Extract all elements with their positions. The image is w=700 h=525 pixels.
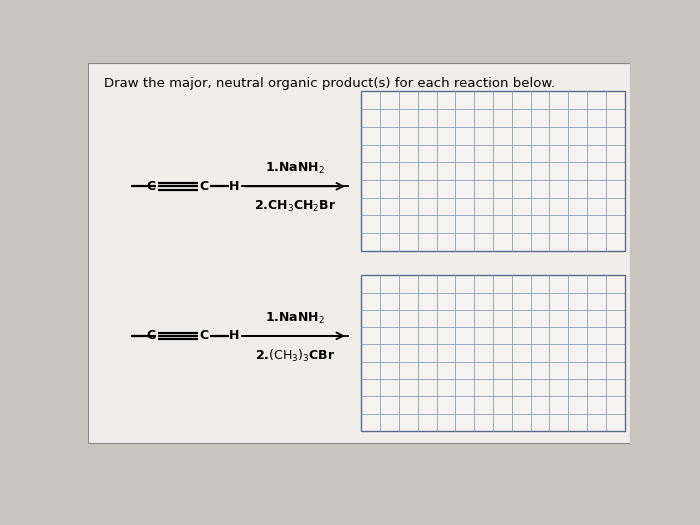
Text: C: C: [146, 180, 155, 193]
Text: 1.NaNH$_2$: 1.NaNH$_2$: [265, 311, 325, 326]
Bar: [361, 275, 624, 431]
Bar: [361, 91, 624, 251]
Text: Draw the major, neutral organic product(s) for each reaction below.: Draw the major, neutral organic product(…: [104, 77, 555, 90]
Text: H: H: [229, 329, 239, 342]
Text: C: C: [146, 329, 155, 342]
Text: 2.CH$_3$CH$_2$Br: 2.CH$_3$CH$_2$Br: [254, 198, 336, 214]
Text: C: C: [199, 329, 209, 342]
Text: 1.NaNH$_2$: 1.NaNH$_2$: [265, 161, 325, 176]
Text: 2.$\left(\mathrm{CH_3}\right)_3$CBr: 2.$\left(\mathrm{CH_3}\right)_3$CBr: [255, 348, 335, 364]
Text: C: C: [199, 180, 209, 193]
Text: H: H: [229, 180, 239, 193]
